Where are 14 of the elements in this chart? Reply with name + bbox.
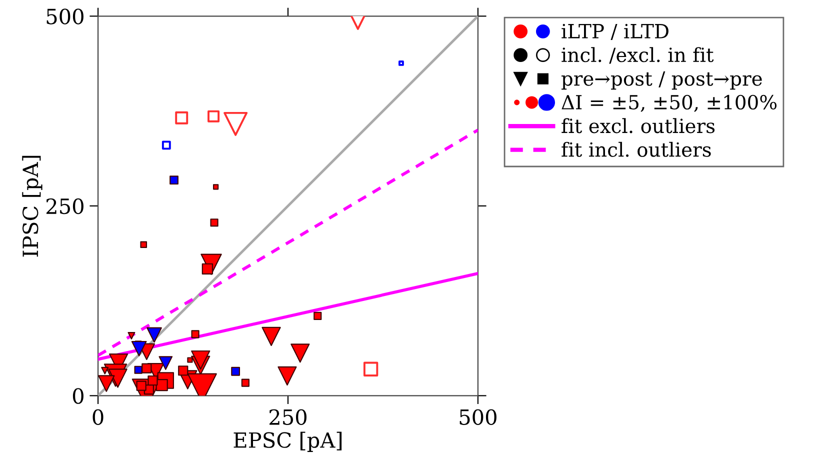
text: iLTP / iLTD	[562, 24, 668, 40]
y-tick-label: 0	[72, 388, 84, 404]
text: pre→post / post→pre	[561, 71, 762, 90]
legend-label: fit incl. outliers	[562, 142, 711, 157]
x-axis-title: EPSC [pA]	[234, 432, 342, 452]
text: incl. /excl. in fit	[562, 47, 714, 64]
legend-label: fit excl. outliers	[562, 118, 715, 134]
y-tick-label: 250	[46, 198, 84, 214]
x-tick-label: 500	[460, 409, 496, 425]
x-tick-label: 250	[270, 409, 306, 425]
x-tick-label: 0	[92, 409, 104, 425]
y-tick-label: 500	[46, 8, 84, 24]
y-axis-title: IPSC [pA]	[22, 156, 42, 257]
text: ΔI = ±5, ±50, ±100%	[562, 94, 777, 112]
